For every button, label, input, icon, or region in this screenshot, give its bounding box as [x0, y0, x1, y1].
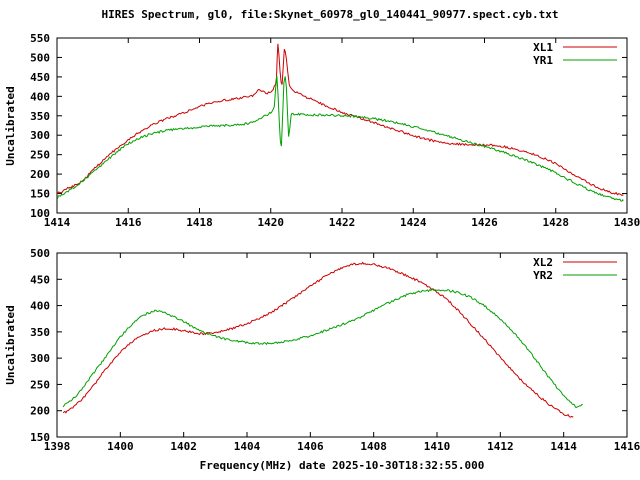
x-tick-label: 1402 — [170, 440, 197, 453]
legend-label-XL2: XL2 — [533, 256, 553, 269]
plot-border — [56, 252, 628, 438]
y-tick-label: 250 — [30, 378, 50, 391]
y-tick-label: 500 — [30, 247, 50, 260]
y-tick-label: 200 — [30, 168, 50, 181]
y-tick-label: 550 — [30, 32, 50, 45]
y-tick-label: 150 — [30, 431, 50, 444]
chart-title: HIRES Spectrum, gl0, file:Skynet_60978_g… — [102, 8, 559, 21]
x-tick-label: 1416 — [614, 440, 640, 453]
y-tick-label: 400 — [30, 300, 50, 313]
x-tick-label: 1406 — [297, 440, 324, 453]
y-tick-label: 450 — [30, 71, 50, 84]
y-tick-label: 200 — [30, 405, 50, 418]
x-tick-label: 1410 — [424, 440, 451, 453]
x-tick-label: 1412 — [487, 440, 514, 453]
y-tick-label: 500 — [30, 51, 50, 64]
x-tick-label: 1408 — [360, 440, 387, 453]
series-group — [57, 43, 624, 202]
x-tick-label: 1422 — [329, 216, 356, 229]
x-tick-label: 1428 — [543, 216, 570, 229]
x-tick-label: 1404 — [234, 440, 261, 453]
x-tick-label: 1420 — [258, 216, 285, 229]
legend-label-XL1: XL1 — [533, 41, 553, 54]
x-tick-label: 1430 — [614, 216, 640, 229]
series-group — [62, 261, 583, 418]
top-y-axis-label: Uncalibrated — [4, 86, 17, 165]
y-tick-label: 250 — [30, 149, 50, 162]
y-tick-label: 150 — [30, 188, 50, 201]
bottom-y-axis-label: Uncalibrated — [4, 305, 17, 384]
y-tick-label: 350 — [30, 326, 50, 339]
x-tick-label: 1414 — [550, 440, 577, 453]
top-panel: 1414 1416 1418 1420 1422 1424 1426 1428 1430 100 1… — [30, 32, 640, 229]
series-YR2 — [62, 288, 583, 409]
x-tick-label: 1424 — [400, 216, 427, 229]
y-tick-label: 350 — [30, 110, 50, 123]
legend-label-YR1: YR1 — [533, 54, 553, 67]
series-XL1 — [57, 43, 624, 196]
x-tick-label: 1414 — [44, 216, 71, 229]
x-tick-label: 1418 — [186, 216, 213, 229]
series-XL2 — [62, 261, 574, 418]
x-axis-label: Frequency(MHz) date 2025-10-30T18:32:55.… — [200, 459, 485, 472]
x-tick-label: 1426 — [471, 216, 498, 229]
y-tick-label: 450 — [30, 273, 50, 286]
y-tick-label: 100 — [30, 207, 50, 220]
legend-label-YR2: YR2 — [533, 269, 553, 282]
y-tick-label: 300 — [30, 352, 50, 365]
series-YR1 — [57, 75, 624, 202]
y-tick-label: 300 — [30, 129, 50, 142]
x-tick-label: 1416 — [115, 216, 142, 229]
x-tick-label: 1398 — [44, 440, 71, 453]
y-tick-label: 400 — [30, 90, 50, 103]
x-tick-label: 1400 — [107, 440, 134, 453]
bottom-panel: 1398 1400 1402 1404 1406 1408 1410 1412 1414 1416… — [30, 247, 640, 453]
